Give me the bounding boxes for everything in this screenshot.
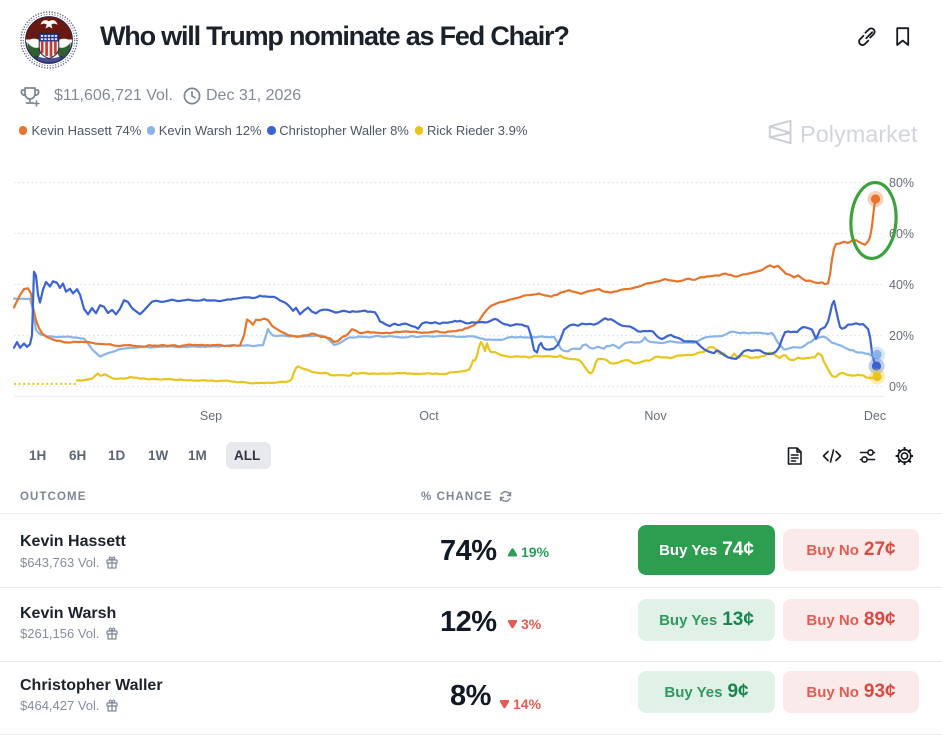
svg-text:0%: 0% — [889, 380, 907, 394]
svg-text:80%: 80% — [889, 176, 914, 190]
svg-text:Nov: Nov — [644, 409, 667, 423]
svg-text:Oct: Oct — [419, 409, 439, 423]
svg-text:40%: 40% — [889, 278, 914, 292]
svg-text:20%: 20% — [889, 329, 914, 343]
svg-text:Sep: Sep — [200, 409, 222, 423]
svg-text:Polymarket: Polymarket — [800, 121, 918, 147]
svg-text:Dec: Dec — [864, 409, 886, 423]
